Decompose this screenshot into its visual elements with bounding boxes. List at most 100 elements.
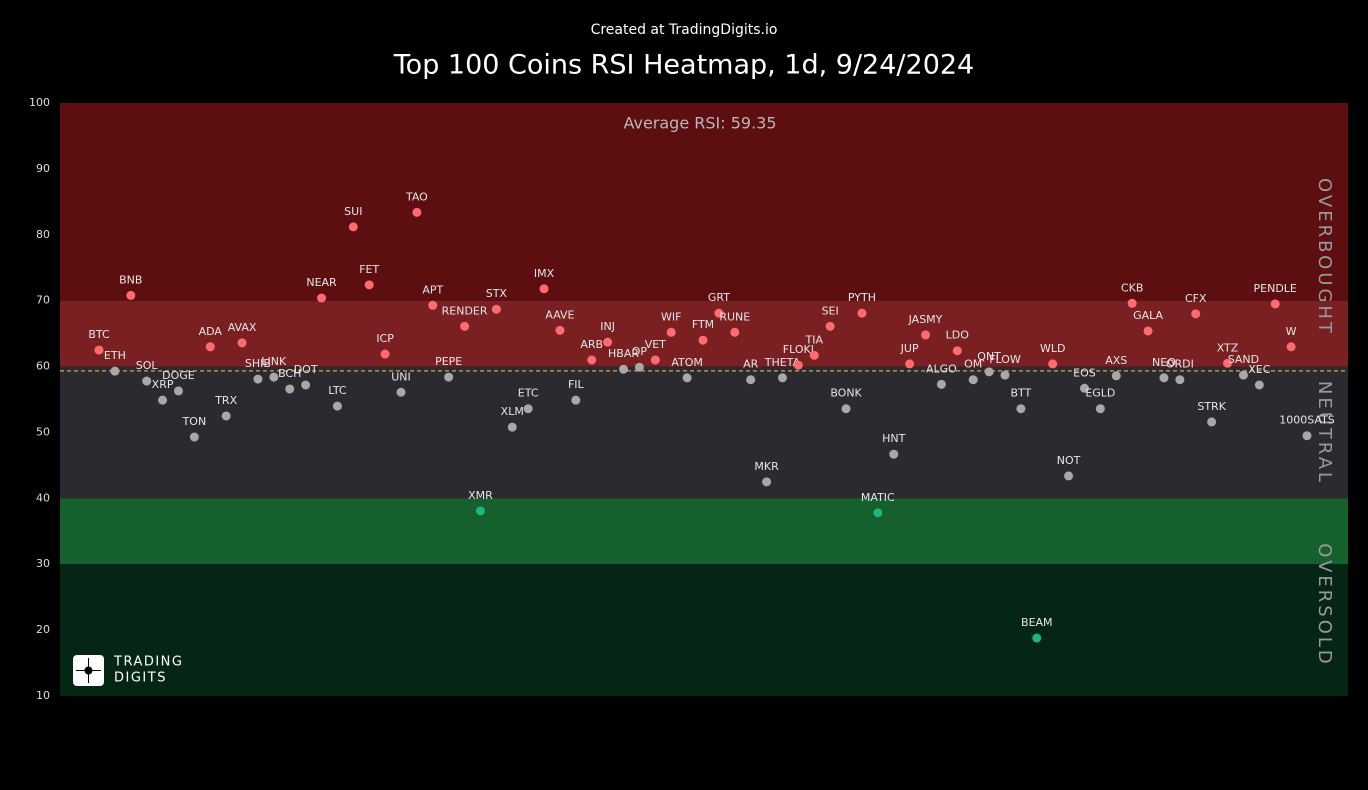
point-label: DOGE — [162, 369, 195, 382]
average-label: Average RSI: 59.35 — [623, 114, 776, 133]
zone-band — [60, 103, 1348, 301]
y-tick-label: 30 — [36, 557, 50, 570]
y-tick-label: 90 — [36, 162, 50, 175]
credit: Created at TradingDigits.io — [591, 22, 778, 38]
point-label: BTT — [1010, 387, 1031, 400]
point-label: ADA — [199, 325, 223, 338]
point-label: LDO — [946, 329, 970, 342]
zone-band — [60, 564, 1348, 696]
point — [793, 360, 803, 370]
point — [110, 366, 120, 376]
point-label: HBAR — [608, 347, 639, 360]
point — [412, 207, 422, 217]
point — [1191, 309, 1201, 319]
point-label: FLOW — [989, 353, 1021, 366]
point-label: SEI — [822, 304, 839, 317]
point-label: BNB — [119, 273, 142, 286]
point-label: XLM — [501, 405, 524, 418]
point-label: XMR — [468, 489, 493, 502]
point — [1238, 370, 1248, 380]
point — [587, 355, 597, 365]
point-label: THETA — [764, 356, 801, 369]
point-label: STX — [486, 287, 508, 300]
point-label: VET — [645, 338, 666, 351]
point-label: PEPE — [435, 355, 462, 368]
point-label: IMX — [534, 267, 555, 280]
point-label: ARB — [580, 338, 603, 351]
point-label: BEAM — [1021, 616, 1053, 629]
point-label: XEC — [1248, 363, 1270, 376]
point-label: EOS — [1073, 366, 1096, 379]
zone-band — [60, 498, 1348, 565]
point-label: SOL — [136, 359, 159, 372]
point — [317, 293, 327, 303]
zone-label: NEUTRAL — [1314, 381, 1335, 485]
point-label: AXS — [1105, 354, 1127, 367]
point — [1254, 380, 1264, 390]
logo-text: TRADING — [113, 655, 183, 670]
y-tick-label: 10 — [36, 689, 50, 702]
point-label: UNI — [391, 370, 411, 383]
y-tick-label: 70 — [36, 294, 50, 307]
point — [158, 395, 168, 405]
point-label: BCH — [278, 367, 301, 380]
point — [714, 308, 724, 318]
point — [475, 506, 485, 516]
point-label: BONK — [830, 387, 862, 400]
point — [269, 372, 279, 382]
point — [348, 222, 358, 232]
point — [666, 327, 676, 337]
point — [1302, 431, 1312, 441]
logo-text: DIGITS — [114, 671, 167, 686]
point-label: OP — [632, 345, 648, 358]
point — [634, 362, 644, 372]
point-label: NEO — [1152, 356, 1176, 369]
point — [507, 422, 517, 432]
point — [332, 401, 342, 411]
point — [1016, 404, 1026, 414]
point-label: EGLD — [1085, 387, 1115, 400]
point-label: FIL — [568, 378, 585, 391]
point — [730, 327, 740, 337]
point-label: SHIB — [245, 357, 271, 370]
point — [825, 321, 835, 331]
point — [237, 338, 247, 348]
point-label: OM — [964, 358, 982, 371]
point — [571, 395, 581, 405]
point — [1175, 375, 1185, 385]
point — [142, 376, 152, 386]
point-label: JUP — [900, 342, 919, 355]
point-label: BTC — [88, 328, 110, 341]
point-label: RENDER — [442, 304, 488, 317]
point-label: AAVE — [545, 308, 574, 321]
point — [1270, 299, 1280, 309]
zone-band — [60, 366, 1348, 499]
point — [364, 280, 374, 290]
point-label: SUI — [344, 205, 362, 218]
point — [444, 372, 454, 382]
point-label: TON — [182, 415, 207, 428]
point — [301, 380, 311, 390]
y-tick-label: 40 — [36, 491, 50, 504]
point-label: LTC — [328, 384, 347, 397]
point — [698, 335, 708, 345]
point-label: SAND — [1228, 353, 1259, 366]
point — [205, 342, 215, 352]
point — [126, 290, 136, 300]
y-tick-label: 100 — [29, 96, 50, 109]
point-label: AR — [743, 358, 759, 371]
point-label: CFX — [1185, 292, 1207, 305]
point — [762, 477, 772, 487]
point — [285, 384, 295, 394]
point — [1048, 359, 1058, 369]
point-label: WLD — [1040, 342, 1065, 355]
point — [539, 284, 549, 294]
point-label: ATOM — [671, 356, 703, 369]
point — [682, 373, 692, 383]
point-label: INJ — [600, 320, 615, 333]
point-label: AVAX — [228, 321, 257, 334]
point-label: RUNE — [719, 310, 750, 323]
point — [1064, 471, 1074, 481]
point — [1079, 383, 1089, 393]
